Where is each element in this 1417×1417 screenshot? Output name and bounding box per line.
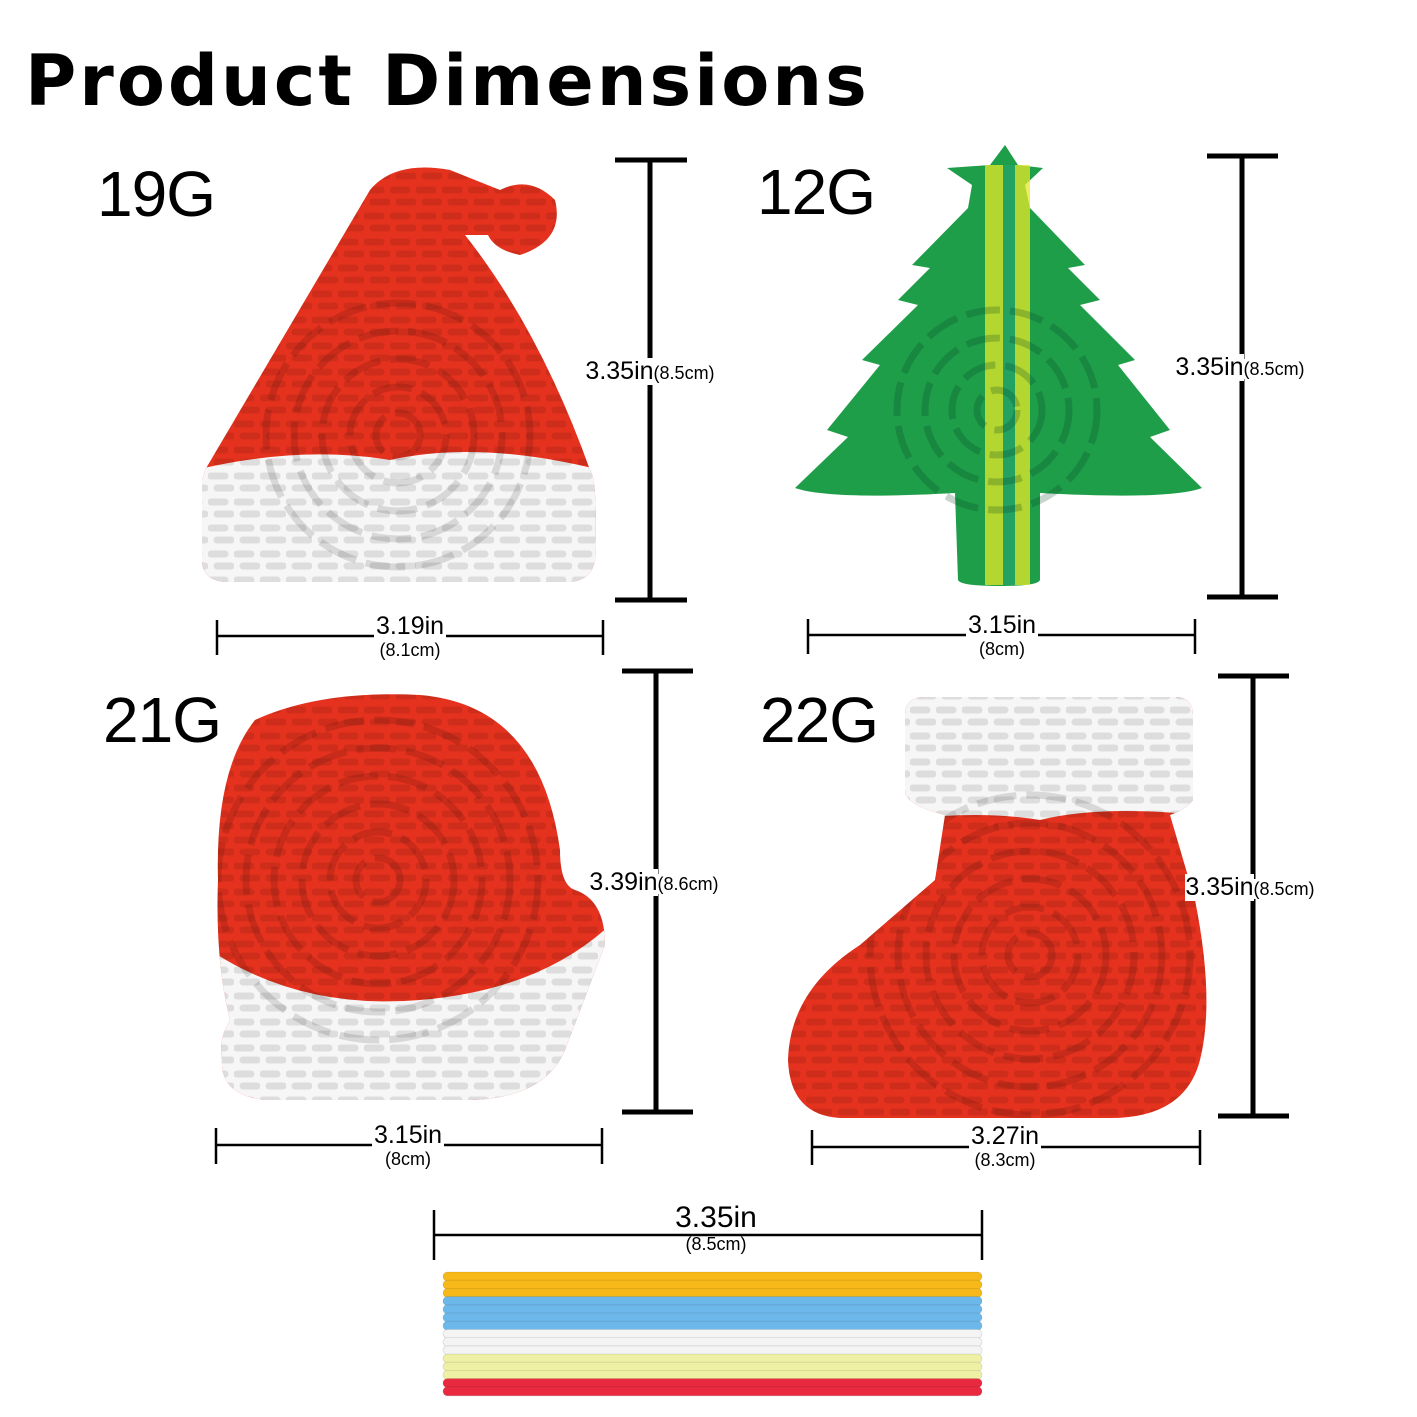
- rubber-band: [442, 1361, 983, 1372]
- rubber-band: [442, 1304, 983, 1315]
- dimension-lines: [214, 153, 1289, 1260]
- weight-label-hat: 19G: [97, 158, 216, 230]
- santa-hat-image: [202, 167, 596, 582]
- height-label-mitten: 3.39in(8.6cm): [589, 868, 719, 896]
- weight-label-stocking: 22G: [760, 684, 879, 756]
- width-label-mitten: 3.15in (8cm): [371, 1121, 445, 1169]
- rubber-band: [442, 1296, 983, 1306]
- width-label-hat: 3.19in (8.1cm): [373, 612, 447, 660]
- rubber-band: [442, 1279, 983, 1290]
- rubber-band: [442, 1337, 983, 1347]
- rubber-bands-image: [442, 1271, 983, 1397]
- width-label-stocking: 3.27in (8.3cm): [968, 1122, 1042, 1170]
- christmas-tree-image: [795, 145, 1202, 586]
- rubber-band: [442, 1370, 983, 1380]
- rubber-band: [442, 1353, 983, 1364]
- rubber-band: [442, 1312, 983, 1323]
- mitten-image: [217, 694, 605, 1100]
- height-label-tree: 3.35in(8.5cm): [1175, 353, 1305, 381]
- height-label-hat: 3.35in(8.5cm): [585, 357, 715, 385]
- rubber-band: [442, 1329, 983, 1339]
- rubber-band: [442, 1288, 983, 1298]
- rubber-band: [442, 1378, 983, 1388]
- rubber-band: [442, 1271, 983, 1282]
- width-label-tree: 3.15in (8cm): [965, 611, 1039, 659]
- page-title: Product Dimensions: [25, 40, 870, 122]
- height-label-stocking: 3.35in(8.5cm): [1185, 873, 1315, 901]
- rubber-band: [442, 1320, 983, 1331]
- width-label-bands: 3.35in (8.5cm): [673, 1201, 759, 1254]
- weight-label-tree: 12G: [757, 156, 876, 228]
- rubber-band: [442, 1345, 983, 1356]
- rubber-band: [442, 1386, 983, 1397]
- weight-label-mitten: 21G: [103, 684, 222, 756]
